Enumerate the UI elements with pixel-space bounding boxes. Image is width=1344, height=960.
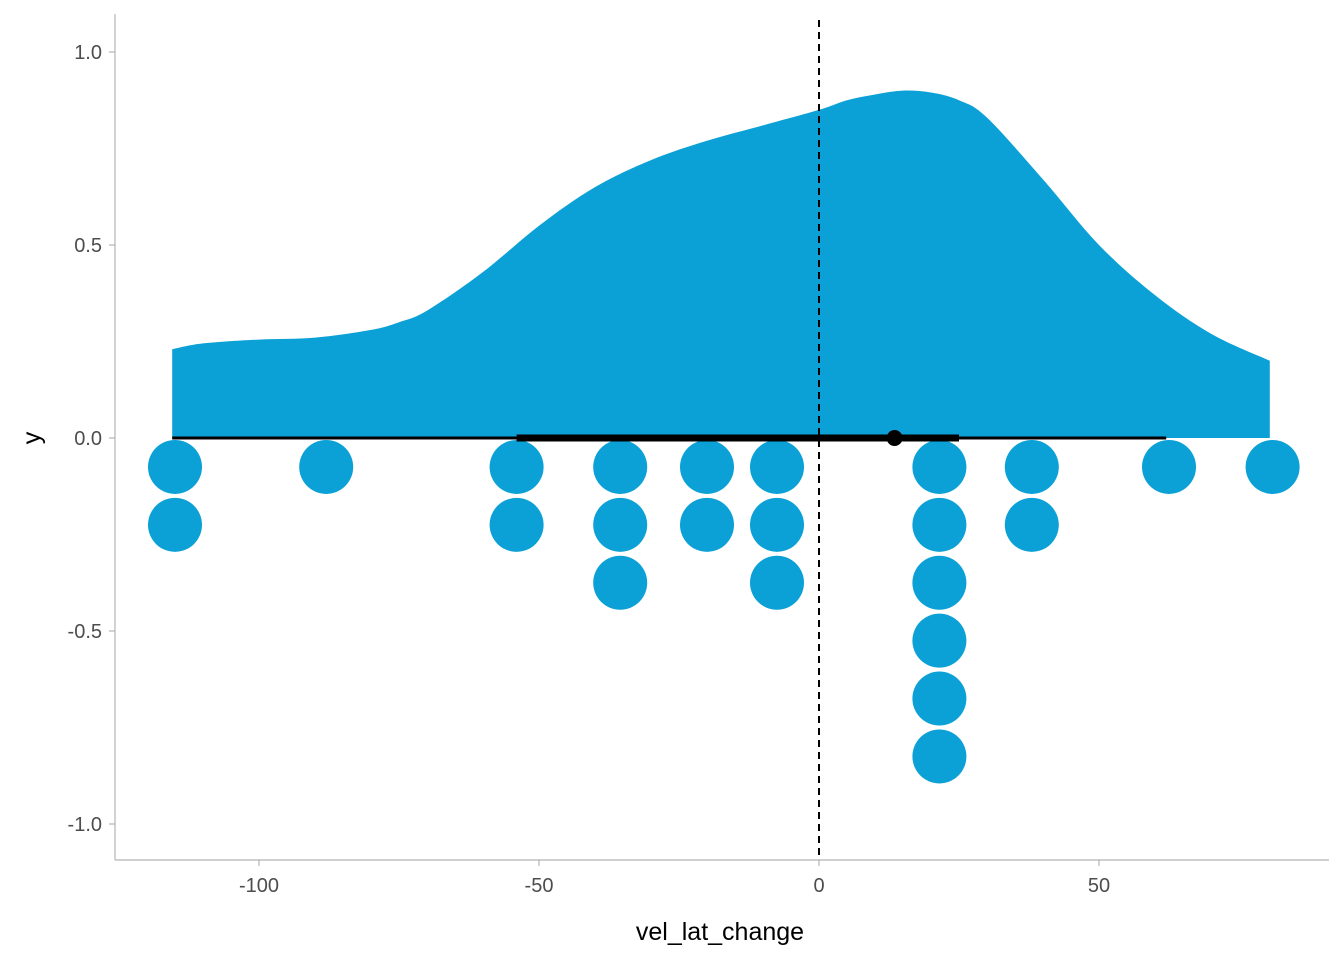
y-axis-title: y <box>18 431 46 444</box>
x-ticks: -100 -50 0 50 <box>239 860 1110 897</box>
dot-6-0 <box>912 439 967 494</box>
dot-6-2 <box>912 555 967 610</box>
dot-7-1 <box>1004 497 1059 552</box>
y-tick-label-0: 1.0 <box>74 42 102 64</box>
x-tick-label-1: -50 <box>525 875 554 897</box>
dot-0-1 <box>148 497 202 552</box>
dot-6-1 <box>912 497 967 552</box>
interval-layer <box>172 430 1167 446</box>
axes: -100 -50 0 50 1.0 0.5 0.0 -0.5 -1.0 <box>68 14 1329 897</box>
y-tick-label-1: 0.5 <box>74 235 102 257</box>
dots-layer <box>148 439 1300 784</box>
dot-0-0 <box>148 439 202 494</box>
x-tick-label-0: -100 <box>239 875 279 897</box>
x-tick-label-3: 50 <box>1088 875 1110 897</box>
y-tick-label-4: -1.0 <box>68 814 102 836</box>
dot-6-4 <box>912 671 967 726</box>
plot-panel <box>148 20 1300 860</box>
dot-5-0 <box>750 439 804 494</box>
dot-9-0 <box>1245 439 1300 494</box>
dot-2-1 <box>489 497 544 552</box>
dot-5-2 <box>750 555 804 610</box>
dot-4-0 <box>680 439 734 494</box>
dot-7-0 <box>1004 439 1059 494</box>
dot-6-5 <box>912 729 967 784</box>
point-estimate <box>886 430 903 446</box>
dot-8-0 <box>1142 439 1196 494</box>
y-ticks: 1.0 0.5 0.0 -0.5 -1.0 <box>68 42 115 836</box>
dot-4-1 <box>680 497 734 552</box>
dot-3-2 <box>593 555 648 610</box>
density-area <box>172 90 1270 438</box>
dot-3-1 <box>593 497 648 552</box>
dot-2-0 <box>489 439 544 494</box>
dot-5-1 <box>750 497 804 552</box>
x-tick-label-2: 0 <box>813 875 824 897</box>
dot-3-0 <box>593 439 648 494</box>
y-tick-label-2: 0.0 <box>74 428 102 450</box>
y-tick-label-3: -0.5 <box>68 621 102 643</box>
dot-6-3 <box>912 613 967 668</box>
density-layer <box>172 90 1270 438</box>
dot-1-0 <box>299 439 354 494</box>
x-axis-title: vel_lat_change <box>636 918 804 946</box>
